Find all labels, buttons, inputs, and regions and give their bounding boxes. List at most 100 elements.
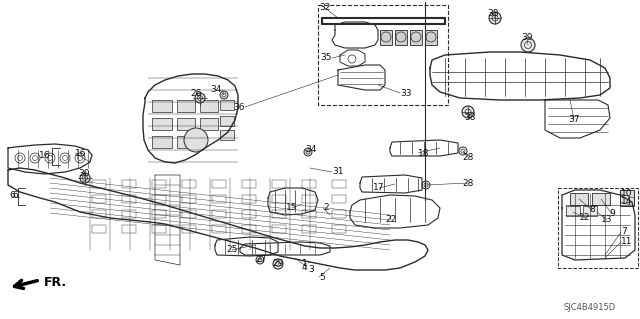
Bar	[558, 188, 638, 268]
Circle shape	[195, 93, 205, 103]
Bar	[152, 100, 172, 112]
Text: 38: 38	[464, 114, 476, 122]
Bar	[380, 30, 392, 45]
Text: 16: 16	[39, 151, 51, 160]
Text: 31: 31	[332, 167, 344, 176]
Bar	[272, 195, 286, 203]
Text: 39: 39	[521, 33, 532, 42]
Circle shape	[459, 147, 467, 155]
Bar	[220, 116, 234, 126]
Circle shape	[220, 91, 228, 99]
Text: 28: 28	[462, 152, 474, 161]
Text: 37: 37	[568, 115, 580, 123]
Bar	[272, 225, 286, 233]
Bar	[212, 195, 226, 203]
Bar	[583, 206, 597, 216]
Text: 18: 18	[418, 149, 429, 158]
Bar	[122, 225, 136, 233]
Circle shape	[462, 106, 474, 118]
Text: 34: 34	[211, 85, 222, 94]
Bar	[272, 180, 286, 188]
Bar	[302, 210, 316, 218]
Text: 8: 8	[589, 205, 595, 214]
Bar	[220, 100, 234, 110]
Bar	[318, 5, 448, 105]
Text: 17: 17	[373, 183, 385, 192]
Bar	[302, 225, 316, 233]
Circle shape	[304, 148, 312, 156]
Text: 34: 34	[305, 145, 316, 154]
Bar	[152, 195, 166, 203]
Bar	[592, 193, 610, 205]
Bar	[242, 195, 256, 203]
Text: 4: 4	[301, 263, 307, 271]
Bar	[302, 195, 316, 203]
Text: 15: 15	[286, 204, 298, 212]
Bar	[332, 225, 346, 233]
Text: 14: 14	[621, 197, 632, 206]
Text: 33: 33	[400, 88, 412, 98]
Bar	[410, 30, 422, 45]
Circle shape	[256, 256, 264, 264]
Bar	[395, 30, 407, 45]
Text: FR.: FR.	[44, 276, 67, 288]
Bar	[122, 195, 136, 203]
Text: 16: 16	[75, 149, 86, 158]
Bar	[242, 210, 256, 218]
Bar	[212, 180, 226, 188]
Text: 1: 1	[302, 258, 308, 268]
Bar	[620, 190, 634, 206]
Text: SJC4B4915D: SJC4B4915D	[564, 303, 616, 313]
Bar	[332, 210, 346, 218]
Text: 6: 6	[9, 191, 15, 201]
Bar	[272, 210, 286, 218]
Text: 22: 22	[385, 216, 397, 225]
Circle shape	[184, 128, 208, 152]
Text: 7: 7	[621, 227, 627, 236]
Text: 30: 30	[78, 168, 90, 177]
Text: 3: 3	[308, 265, 314, 275]
Bar	[332, 195, 346, 203]
Bar	[200, 100, 218, 112]
Bar	[152, 225, 166, 233]
Bar	[570, 193, 588, 205]
Bar	[122, 180, 136, 188]
Bar	[212, 225, 226, 233]
Bar	[92, 225, 106, 233]
Bar	[92, 195, 106, 203]
Text: 25: 25	[227, 246, 237, 255]
Text: 27: 27	[255, 255, 267, 263]
Text: 36: 36	[234, 102, 245, 112]
Text: 35: 35	[321, 54, 332, 63]
Bar	[177, 118, 195, 130]
Circle shape	[521, 38, 535, 52]
Text: 13: 13	[601, 216, 612, 225]
Text: 12: 12	[579, 213, 591, 222]
Text: 29: 29	[272, 258, 284, 268]
Circle shape	[273, 259, 283, 269]
Text: 6: 6	[12, 191, 18, 201]
Bar	[92, 180, 106, 188]
Text: 10: 10	[621, 189, 632, 198]
Bar	[182, 210, 196, 218]
Bar	[242, 225, 256, 233]
Bar	[200, 118, 218, 130]
Bar	[220, 130, 234, 140]
Bar	[92, 210, 106, 218]
Text: 28: 28	[462, 179, 474, 188]
Text: 11: 11	[621, 238, 632, 247]
Bar	[122, 210, 136, 218]
Text: 32: 32	[319, 4, 331, 12]
Text: 38: 38	[487, 10, 499, 19]
Bar	[177, 100, 195, 112]
Text: 9: 9	[609, 210, 615, 219]
Bar	[212, 210, 226, 218]
Text: 5: 5	[319, 272, 324, 281]
Bar	[152, 180, 166, 188]
Bar	[182, 195, 196, 203]
Bar	[152, 118, 172, 130]
Bar	[177, 136, 195, 148]
Bar	[182, 180, 196, 188]
Bar	[425, 30, 437, 45]
Bar	[332, 180, 346, 188]
